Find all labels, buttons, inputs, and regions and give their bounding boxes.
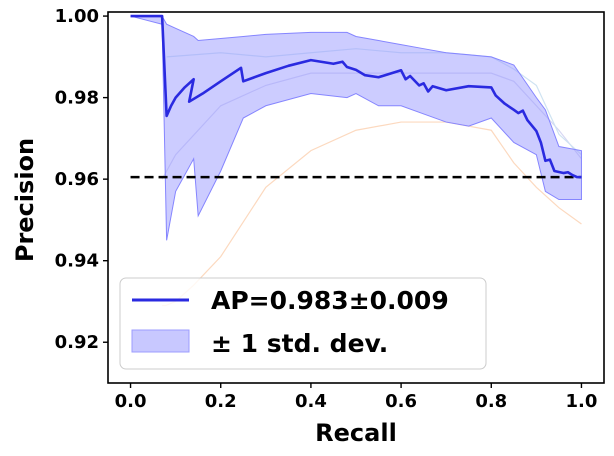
y-tick-label: 0.92 (55, 332, 99, 353)
legend-label-ap: AP=0.983±0.009 (211, 286, 449, 315)
legend-label-std: ± 1 std. dev. (211, 329, 388, 358)
y-axis-title: Precision (11, 138, 39, 262)
y-tick-label: 0.98 (55, 88, 99, 109)
y-tick-label: 0.96 (55, 169, 99, 190)
x-tick-label: 0.2 (205, 391, 237, 412)
x-axis-title: Recall (315, 419, 397, 447)
x-tick-label: 0.4 (295, 391, 327, 412)
y-tick-label: 0.94 (55, 251, 99, 272)
mean-pr-curve (130, 14, 582, 179)
y-axis: 0.92 0.94 0.96 0.98 1.00 (55, 6, 108, 353)
x-axis: 0.0 0.2 0.4 0.6 0.8 1.0 (115, 383, 598, 412)
legend-box (119, 277, 487, 370)
plot-area (130, 14, 582, 307)
x-tick-label: 1.0 (566, 391, 598, 412)
std-dev-band (130, 15, 582, 241)
x-tick-label: 0.0 (115, 391, 147, 412)
legend: AP=0.983±0.009 ± 1 std. dev. (119, 277, 487, 370)
legend-band-swatch (131, 329, 190, 353)
x-tick-label: 0.8 (475, 391, 507, 412)
x-tick-label: 0.6 (385, 391, 417, 412)
y-tick-label: 1.00 (55, 6, 99, 27)
plot-frame (107, 11, 605, 384)
